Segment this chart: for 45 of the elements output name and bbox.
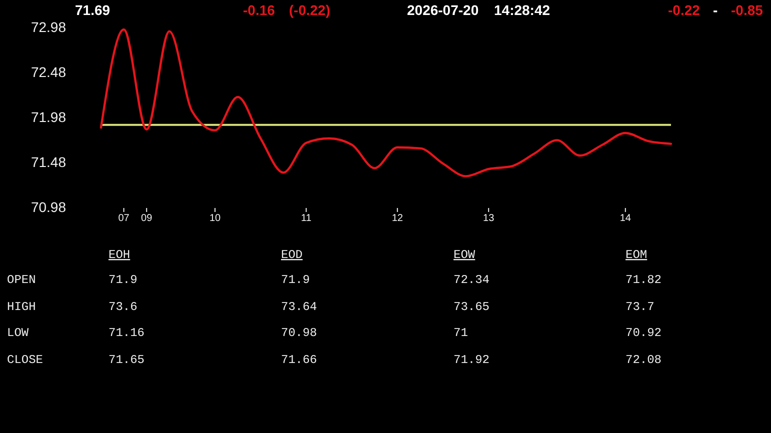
category-label: EOD <box>281 248 303 262</box>
x-tick-label: 14 <box>620 213 632 224</box>
text: 73.7 <box>626 300 654 314</box>
y-tick-label: 71.98 <box>30 109 66 126</box>
category-label: OPEN <box>7 273 36 287</box>
text: 73.65 <box>454 300 490 314</box>
text: -0.16 <box>243 2 276 18</box>
x-tick-label: 12 <box>392 213 404 224</box>
text: 71.92 <box>454 353 490 367</box>
text: 73.6 <box>108 300 138 314</box>
text: 72.34 <box>454 273 490 287</box>
text: 70.92 <box>626 326 662 340</box>
text: 73.64 <box>281 300 318 314</box>
text: 71.66 <box>281 353 318 367</box>
text: (-0.22) <box>289 2 330 18</box>
y-tick-label: 71.48 <box>30 154 66 170</box>
text: 14:28:42 <box>494 2 550 18</box>
y-tick-label: 70.98 <box>30 199 66 216</box>
category-label: LOW <box>7 326 29 340</box>
x-tick-label: 07 <box>118 213 130 224</box>
text: 71.65 <box>108 353 145 367</box>
y-tick-label: 72.98 <box>30 19 66 36</box>
category-label: HIGH <box>7 300 36 314</box>
text: 71.82 <box>626 273 662 287</box>
x-tick-label: 13 <box>483 213 495 224</box>
y-tick-label: 72.48 <box>30 64 66 80</box>
x-tick-label: 09 <box>141 213 153 224</box>
category-label: EOM <box>626 248 648 262</box>
line-series <box>100 28 672 178</box>
text: 72.08 <box>626 353 662 367</box>
text: 70.98 <box>281 326 318 340</box>
text: -0.22 <box>668 2 700 18</box>
x-tick-label: 10 <box>209 213 221 224</box>
category-label: EOH <box>108 248 130 262</box>
text: 71.9 <box>281 273 310 287</box>
category-label: EOW <box>454 248 476 262</box>
text: - <box>713 2 718 18</box>
text: -0.85 <box>731 2 764 18</box>
x-tick-label: 11 <box>301 213 312 224</box>
text: 71.69 <box>75 2 110 18</box>
category-label: CLOSE <box>7 353 44 367</box>
text: 2026-07-20 <box>407 2 479 18</box>
text: 71.16 <box>108 326 145 340</box>
text: 71.9 <box>108 273 138 287</box>
text: 71 <box>454 326 468 340</box>
